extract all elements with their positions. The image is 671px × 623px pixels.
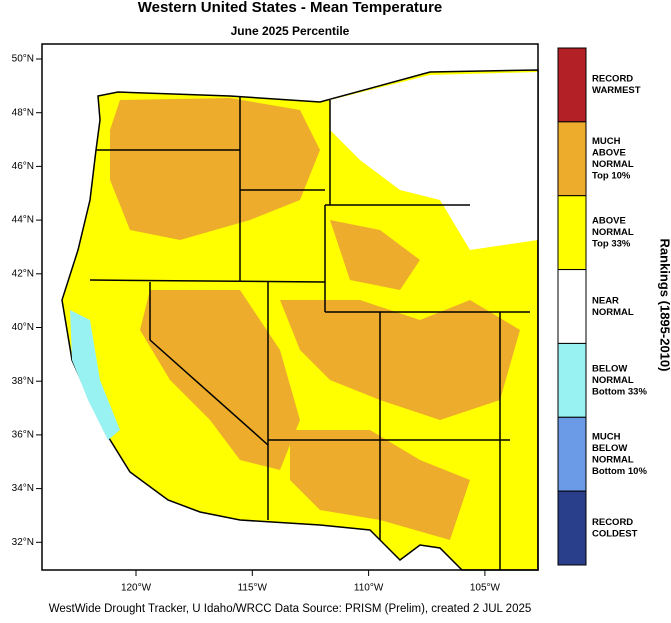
map: [41, 43, 539, 571]
lat-tick-label: 42°N: [12, 268, 34, 279]
lon-tick-label: 120°W: [121, 583, 152, 594]
legend-label: ABOVE: [592, 216, 626, 227]
map-frame: [41, 43, 539, 571]
legend-swatch: [557, 342, 587, 418]
legend-label: Top 10%: [592, 171, 631, 182]
legend-label: Bottom 10%: [592, 466, 647, 477]
cool-area: [70, 310, 120, 440]
legend-label: NORMAL: [592, 454, 634, 465]
legend-swatch: [557, 195, 587, 271]
lat-tick-label: 36°N: [12, 430, 34, 441]
legend-label: NEAR: [592, 295, 619, 306]
legend-label: MUCH: [592, 136, 621, 147]
lat-tick-label: 38°N: [12, 376, 34, 387]
lon-tick-label: 110°W: [354, 583, 384, 594]
legend-label: COLDEST: [592, 528, 638, 539]
lat-tick-label: 32°N: [12, 537, 34, 548]
legend-label: Top 33%: [592, 239, 631, 250]
legend-label: Bottom 33%: [592, 386, 647, 397]
lon-tick-label: 115°W: [238, 583, 268, 594]
legend-label: NORMAL: [592, 307, 634, 318]
warm-area: [110, 98, 320, 240]
legend-label: BELOW: [592, 443, 627, 454]
legend-label: NORMAL: [592, 375, 634, 386]
legend-swatch: [557, 121, 587, 197]
lat-tick-label: 50°N: [12, 54, 34, 65]
legend-label: RECORD: [592, 74, 633, 85]
near-normal-area: [330, 72, 538, 250]
legend-swatch: [557, 490, 587, 566]
warm-area: [280, 300, 520, 420]
legend-label: ABOVE: [592, 148, 626, 159]
lat-tick-label: 44°N: [12, 215, 34, 226]
legend-label: NORMAL: [592, 159, 634, 170]
lat-tick-label: 34°N: [12, 483, 34, 494]
legend-label: RECORD: [592, 517, 633, 528]
legend-label: NORMAL: [592, 227, 634, 238]
warm-area: [330, 220, 420, 290]
title: Western United States - Mean Temperature: [138, 0, 443, 16]
lat-tick-label: 40°N: [12, 322, 34, 333]
axes: 50°N 48°N 46°N 44°N 42°N 40°N 38°N 36°N 34°N 32°N…: [12, 54, 501, 594]
subtitle: June 2025 Percentile: [231, 24, 350, 38]
lon-tick-label: 105°W: [470, 583, 501, 594]
lat-tick-label: 46°N: [12, 161, 34, 172]
warm-area: [140, 290, 300, 470]
legend-label: BELOW: [592, 363, 627, 374]
legend-swatch: [557, 416, 587, 492]
legend-label: WARMEST: [592, 85, 641, 96]
legend-swatch: [557, 47, 587, 123]
footer: WestWide Drought Tracker, U Idaho/WRCC D…: [49, 603, 532, 615]
legend-title: Rankings (1895-2010): [658, 239, 671, 372]
legend-swatch: [557, 269, 587, 344]
legend-label: MUCH: [592, 431, 621, 442]
lat-tick-label: 48°N: [12, 107, 34, 118]
state-borders: [89, 96, 530, 570]
